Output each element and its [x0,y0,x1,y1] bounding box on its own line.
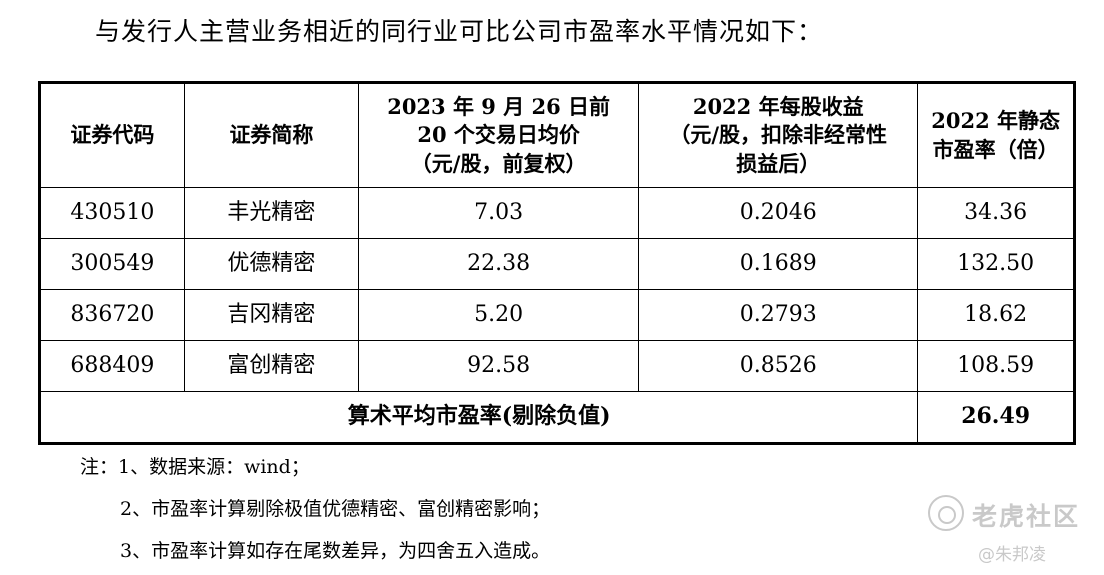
cell-code: 836720 [39,289,185,341]
header-line: 2022 年每股收益 （元/股，扣除非经常性 损益后） [669,93,888,176]
cell-eps: 0.1689 [638,238,919,290]
header-line: 证券代码 [70,122,155,148]
header-line: 2023 年 9 月 26 日前 20 个交易日均价 （元/股，前复权） [387,93,611,176]
header-static-pe: 2022 年静态 市盈率（倍） [917,82,1075,188]
cell-price: 7.03 [358,187,640,239]
cell-price: 5.20 [358,289,640,341]
cell-code: 688409 [39,340,185,392]
intro-text: 与发行人主营业务相近的同行业可比公司市盈率水平情况如下： [95,17,824,46]
table-header-row: 证券代码 证券简称 2023 年 9 月 26 日前 20 个交易日均价 （元/股，… [39,82,1075,188]
header-security-name: 证券简称 [183,82,360,188]
summary-row: 算术平均市盈率(剔除负值) 26.49 [38,391,1075,444]
cell-name: 优德精密 [183,238,360,290]
cell-pe: 34.36 [917,187,1075,239]
cell-eps: 0.8526 [638,340,919,392]
cell-name: 富创精密 [183,340,360,392]
tiger-community-logo-icon [928,495,964,531]
note-item: 3、市盈率计算如存在尾数差异，为四舍五入造成。 [120,540,551,562]
header-line: 2022 年静态 市盈率（倍） [931,108,1061,162]
cell-code: 430510 [39,187,185,239]
table-row: 430510 丰光精密 7.03 0.2046 34.36 [39,187,1075,239]
cell-pe: 108.59 [917,340,1075,392]
table-row: 300549 优德精密 22.38 0.1689 132.50 [39,238,1075,290]
note-item: 注：1、数据来源：wind； [80,456,310,478]
cell-price: 92.58 [358,340,640,392]
table-row: 688409 富创精密 92.58 0.8526 108.59 [39,340,1075,392]
cell-eps: 0.2793 [638,289,919,341]
summary-value: 26.49 [917,391,1075,444]
table-row: 836720 吉冈精密 5.20 0.2793 18.62 [39,289,1075,341]
cell-name: 丰光精密 [183,187,360,239]
header-security-code: 证券代码 [39,82,185,188]
summary-label: 算术平均市盈率(剔除负值) [38,391,919,444]
cell-eps: 0.2046 [638,187,919,239]
header-eps: 2022 年每股收益 （元/股，扣除非经常性 损益后） [638,82,919,188]
header-avg-price: 2023 年 9 月 26 日前 20 个交易日均价 （元/股，前复权） [358,82,640,188]
cell-pe: 18.62 [917,289,1075,341]
watermark-brand: 老虎社区 [972,502,1081,531]
watermark: 老虎社区 @朱邦凌 [928,495,1098,570]
cell-code: 300549 [39,238,185,290]
pe-comparison-table: 证券代码 证券简称 2023 年 9 月 26 日前 20 个交易日均价 （元/股，… [38,81,1076,445]
header-line: 证券简称 [229,122,314,148]
watermark-author: @朱邦凌 [978,545,1046,565]
cell-name: 吉冈精密 [183,289,360,341]
cell-price: 22.38 [358,238,640,290]
cell-pe: 132.50 [917,238,1075,290]
note-item: 2、市盈率计算剔除极值优德精密、富创精密影响； [120,498,551,520]
